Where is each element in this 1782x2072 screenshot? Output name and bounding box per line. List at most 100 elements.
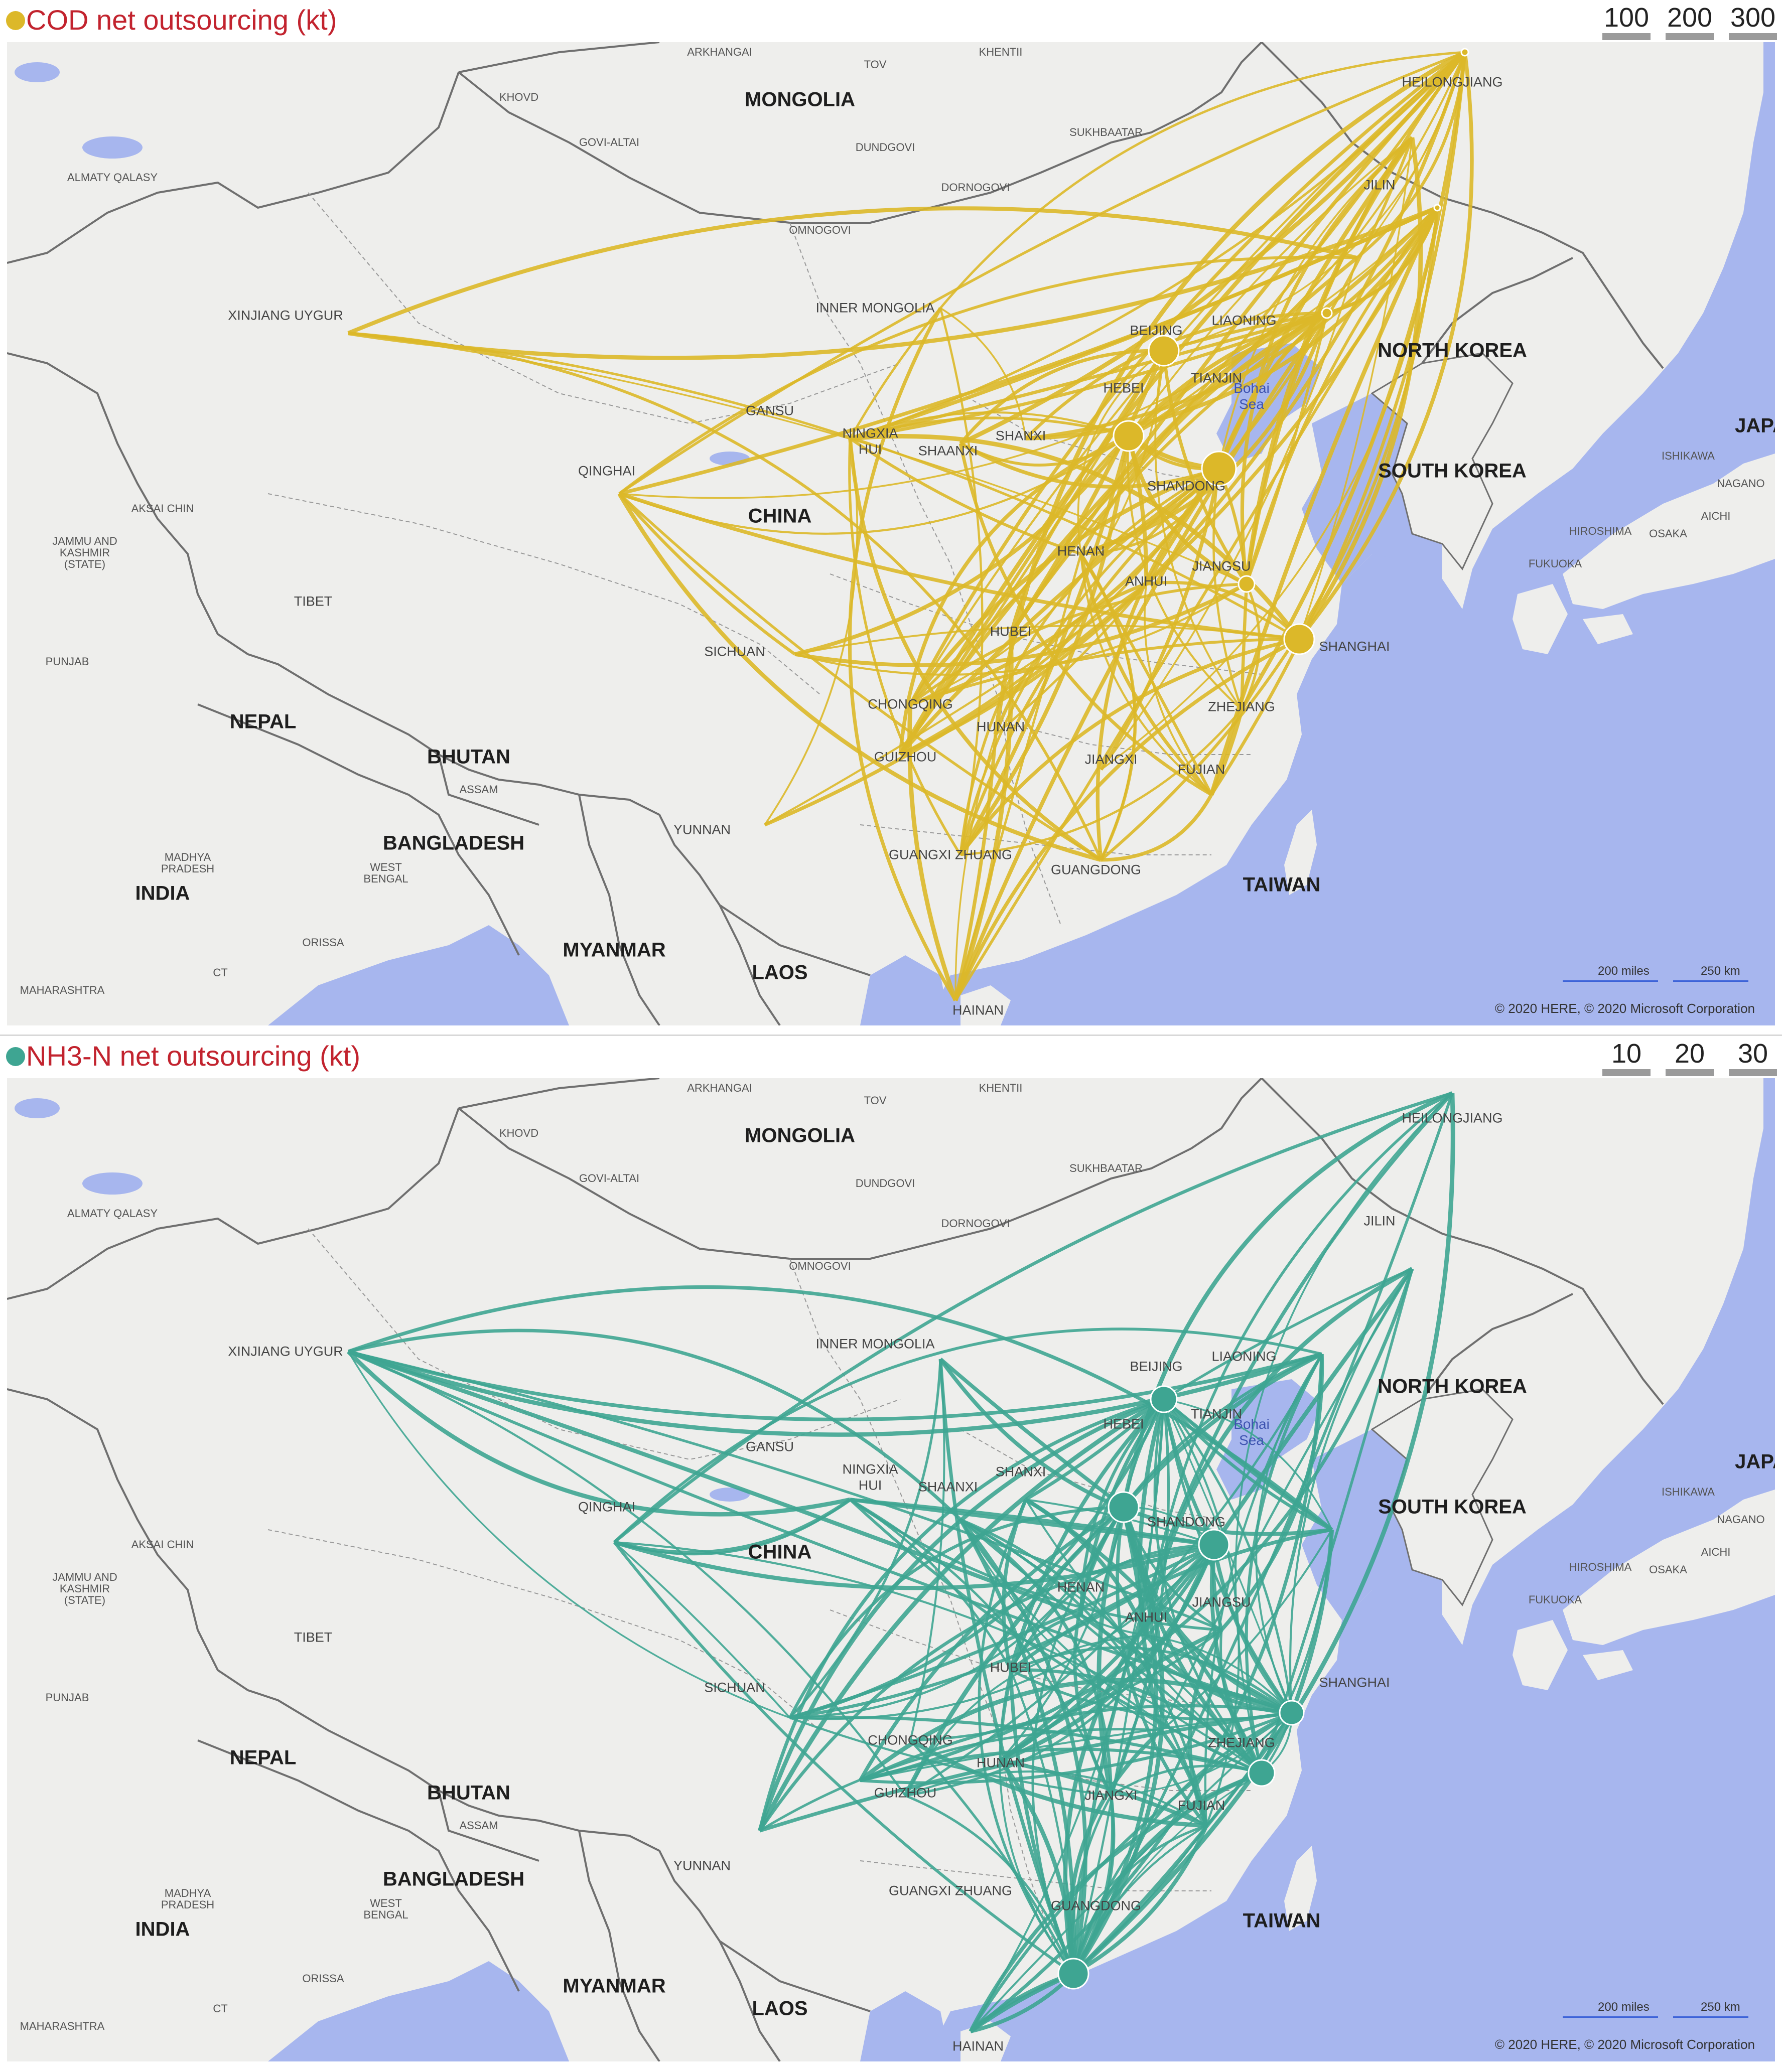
node-hebei[interactable] — [1113, 420, 1145, 452]
node-shanghai[interactable] — [1279, 1700, 1305, 1726]
node-heilongjiang[interactable] — [1460, 48, 1469, 57]
flow-line — [618, 51, 1465, 495]
legend-item: 200 — [1666, 2, 1714, 40]
region-label: ORISSA — [302, 936, 344, 949]
flow-line — [789, 1716, 1112, 1797]
region-label: KASHMIR — [59, 546, 110, 559]
province-label: JIANGXI — [1084, 1788, 1138, 1803]
map-copyright: © 2020 HERE, © 2020 Microsoft Corporatio… — [1494, 2037, 1755, 2052]
province-label: BEIJING — [1130, 323, 1183, 338]
flow-line — [959, 637, 1300, 856]
pacific-ocean — [925, 1078, 1775, 2061]
flow-line — [1077, 350, 1165, 554]
region-label: DUNDGOVI — [855, 141, 915, 154]
flow-line — [859, 1678, 1293, 1783]
province-label: ANHUI — [1125, 1609, 1168, 1625]
country-label: LAOS — [752, 1997, 808, 2020]
region-label: WEST — [370, 1897, 402, 1909]
flow-line — [959, 1518, 1113, 1796]
panel-header: COD net outsourcing (kt) 100 200 300 — [0, 0, 1782, 40]
country-label: NORTH KOREA — [1378, 339, 1527, 362]
country-label: TAIWAN — [1243, 873, 1321, 896]
province-label: JILIN — [1363, 1213, 1396, 1229]
flow-line — [1095, 467, 1220, 860]
province-label: GUIZHOU — [874, 1785, 937, 1801]
flow-nodes — [1057, 1385, 1305, 1990]
japan-shikoku — [1583, 1650, 1633, 1680]
map-canvas[interactable]: MONGOLIA CHINA NORTH KOREA SOUTH KOREA JAPA N… — [7, 42, 1775, 1025]
country-label: CHINA — [748, 505, 812, 527]
node-jilin[interactable] — [1433, 204, 1441, 212]
sea-label: Bohai — [1233, 380, 1270, 396]
province-label: GANSU — [745, 1439, 794, 1454]
region-label: ARKHANGAI — [687, 46, 752, 58]
flow-line — [613, 1091, 1453, 1544]
legend-item: 10 — [1602, 1038, 1651, 1076]
node-hebei[interactable] — [1108, 1491, 1140, 1523]
basemap-svg — [7, 1078, 1775, 2061]
region-label: DORNOGOVI — [941, 181, 1010, 194]
flow-line — [958, 1519, 1076, 1974]
lake-zaysan — [15, 62, 60, 82]
region-label: MADHYA — [164, 1887, 211, 1899]
flow-line — [905, 1794, 1075, 1974]
region-label: SUKHBAATAR — [1069, 126, 1143, 138]
flow-line — [1080, 468, 1220, 555]
flow-line — [1146, 580, 1301, 641]
country-label: LAOS — [752, 961, 808, 984]
legend-bar — [1602, 1069, 1651, 1076]
flow-line — [859, 1704, 1292, 1782]
map-canvas[interactable]: MONGOLIA CHINA NORTH KOREA SOUTH KOREA JAPA N… — [7, 1078, 1775, 2061]
province-label: SHAANXI — [918, 1479, 978, 1495]
node-shanghai[interactable] — [1283, 623, 1315, 655]
region-label: TOV — [864, 58, 887, 71]
node-zhejiang[interactable] — [1248, 1759, 1276, 1787]
flow-line — [1100, 257, 1358, 771]
flow-line — [1240, 52, 1467, 711]
node-jiangsu[interactable] — [1238, 575, 1256, 593]
node-liaoning[interactable] — [1321, 307, 1333, 319]
legend-label: 10 — [1611, 1039, 1642, 1069]
region-label: PUNJAB — [45, 655, 89, 668]
flow-line — [1356, 52, 1467, 259]
basemap-svg — [7, 42, 1775, 1025]
province-label: JIANGSU — [1192, 558, 1251, 574]
flow-line — [346, 1350, 851, 1517]
flow-line — [1212, 468, 1243, 710]
flow-line — [849, 51, 1465, 439]
country-label: BANGLADESH — [382, 832, 525, 854]
country-label: MYANMAR — [563, 1975, 666, 1997]
flow-line — [1127, 311, 1328, 438]
flow-line — [850, 311, 1327, 440]
flow-line — [1235, 1092, 1453, 1773]
region-label: PRADESH — [161, 862, 215, 875]
flow-line — [909, 1739, 1075, 1975]
province-label: TIANJIN — [1190, 370, 1243, 386]
node-shandong[interactable] — [1198, 1529, 1230, 1561]
lake-zaysan — [15, 1098, 60, 1118]
flow-line — [1244, 136, 1414, 584]
province-label: XINJIANG UYGUR — [228, 308, 343, 323]
flow-line — [1163, 1398, 1333, 1530]
province-label: HENAN — [1057, 1579, 1105, 1595]
panel-title: COD net outsourcing (kt) — [26, 4, 337, 36]
node-guangdong[interactable] — [1057, 1958, 1089, 1990]
japan-honshu — [1563, 1490, 1775, 1645]
node-beijing[interactable] — [1150, 1385, 1178, 1413]
flow-line — [1187, 1629, 1223, 1827]
pacific-ocean — [925, 42, 1775, 1025]
cod-legend-dot — [6, 11, 25, 30]
region-label: AKSAI CHIN — [131, 1538, 194, 1551]
region-label: ARKHANGAI — [687, 1082, 752, 1094]
province-label: QINGHAI — [578, 463, 636, 479]
province-label: HUBEI — [990, 624, 1032, 639]
scale-bar-km — [1673, 980, 1748, 982]
region-label: ISHIKAWA — [1662, 1486, 1715, 1498]
scale-bar-km — [1673, 2016, 1748, 2018]
flow-line — [347, 1350, 1082, 1617]
flow-line — [959, 1519, 1262, 1774]
node-beijing[interactable] — [1148, 335, 1180, 367]
korean-peninsula — [1370, 1388, 1514, 1606]
province-label: GUIZHOU — [874, 749, 937, 765]
node-shandong[interactable] — [1201, 451, 1237, 487]
